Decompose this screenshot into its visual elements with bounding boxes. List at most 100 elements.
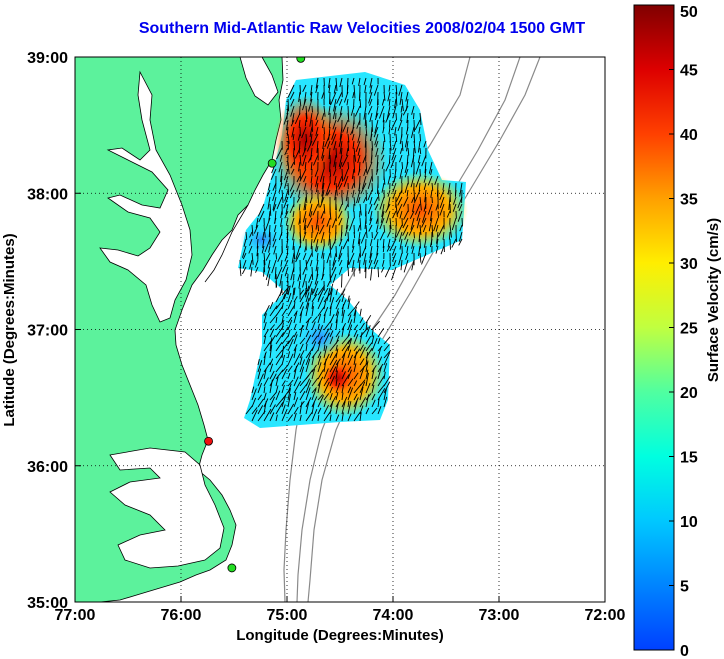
velocity-vector — [317, 313, 322, 324]
velocity-vector — [338, 98, 343, 106]
velocity-vector — [353, 393, 358, 401]
velocity-vector — [338, 217, 343, 226]
velocity-vector — [371, 407, 378, 415]
velocity-vector — [459, 224, 463, 232]
velocity-vector — [263, 362, 271, 373]
pamlico-sound — [109, 447, 225, 569]
velocity-vector — [267, 259, 271, 269]
velocity-vector — [241, 245, 247, 258]
velocity-vector — [335, 382, 341, 394]
velocity-vector — [276, 266, 283, 280]
velocity-vector — [299, 98, 302, 107]
velocity-vector — [371, 320, 380, 331]
velocity-vector — [255, 266, 259, 273]
velocity-vector — [413, 119, 415, 132]
velocity-vector — [353, 411, 361, 422]
colorbar-tick-label: 0 — [680, 643, 689, 659]
velocity-vector — [377, 375, 385, 387]
velocity-vector — [272, 231, 277, 242]
velocity-vector — [398, 252, 403, 266]
x-tick-label: 76:00 — [161, 607, 202, 624]
velocity-vector — [284, 147, 289, 156]
velocity-vector — [335, 414, 340, 422]
velocity-vector — [325, 182, 331, 196]
velocity-vector — [299, 168, 307, 182]
velocity-vector — [328, 231, 331, 246]
velocity-vector — [386, 231, 391, 238]
velocity-vector — [305, 189, 308, 204]
velocity-vector — [397, 119, 403, 132]
velocity-vector — [290, 266, 295, 281]
velocity-vector — [458, 238, 463, 246]
velocity-vector — [315, 84, 319, 94]
velocity-vector — [341, 401, 346, 415]
velocity-vector — [436, 231, 439, 244]
velocity-vector — [295, 252, 301, 263]
velocity-vector — [292, 133, 295, 141]
velocity-vector — [302, 98, 307, 111]
velocity-vector — [355, 140, 361, 153]
velocity-vector — [298, 161, 301, 172]
velocity-vector — [257, 382, 263, 394]
velocity-vector — [287, 316, 293, 324]
velocity-vector — [338, 154, 343, 168]
velocity-vector — [357, 154, 361, 164]
velocity-vector — [341, 154, 349, 167]
velocity-vector — [387, 175, 391, 185]
velocity-vector — [292, 287, 295, 300]
velocity-vector — [347, 349, 352, 359]
velocity-vector — [338, 259, 343, 266]
velocity-vector — [405, 126, 409, 135]
velocity-vector — [305, 411, 313, 422]
velocity-vector — [311, 266, 314, 281]
velocity-vector — [302, 231, 307, 242]
velocity-vector — [303, 175, 307, 183]
velocity-vector — [249, 231, 253, 238]
velocity-vector — [392, 252, 397, 262]
velocity-vector — [335, 370, 338, 380]
velocity-vector — [358, 259, 361, 271]
velocity-vector — [270, 168, 277, 180]
velocity-vector — [448, 196, 451, 211]
velocity-vector — [329, 273, 332, 283]
velocity-vector — [457, 196, 463, 209]
velocity-vector — [416, 210, 421, 222]
velocity-vector — [328, 119, 331, 128]
velocity-vector — [421, 252, 427, 265]
velocity-vector — [332, 119, 337, 130]
colorbar-tick-label: 40 — [680, 127, 698, 144]
velocity-vector — [369, 210, 373, 221]
velocity-vector — [311, 293, 318, 303]
velocity-vector — [275, 299, 284, 310]
velocity-vector — [332, 105, 337, 120]
velocity-vector — [338, 133, 343, 148]
velocity-vector — [287, 300, 293, 310]
velocity-vector — [305, 133, 308, 143]
velocity-vector — [359, 366, 365, 380]
x-tick-label: 75:00 — [267, 607, 308, 624]
velocity-vector — [424, 161, 427, 174]
velocity-vector — [315, 182, 319, 193]
velocity-vector — [400, 105, 403, 113]
velocity-vector — [404, 168, 409, 178]
velocity-vector — [257, 398, 264, 408]
velocity-vector — [311, 329, 317, 338]
velocity-vector — [347, 338, 353, 352]
velocity-vector — [383, 336, 391, 345]
velocity-vector — [290, 168, 295, 175]
velocity-vector — [364, 84, 367, 93]
velocity-vector — [335, 288, 338, 296]
velocity-vector — [321, 112, 325, 121]
velocity-vector — [433, 217, 439, 232]
velocity-vector — [284, 266, 289, 277]
velocity-vector — [329, 393, 333, 401]
velocity-vector — [359, 405, 364, 415]
velocity-vector — [375, 147, 379, 158]
velocity-vector — [278, 231, 283, 241]
velocity-vector — [361, 245, 367, 257]
velocity-vector — [428, 217, 433, 232]
velocity-vector — [371, 168, 373, 182]
velocity-vector — [401, 161, 404, 170]
velocity-vector — [423, 182, 427, 191]
velocity-vector — [359, 317, 364, 324]
